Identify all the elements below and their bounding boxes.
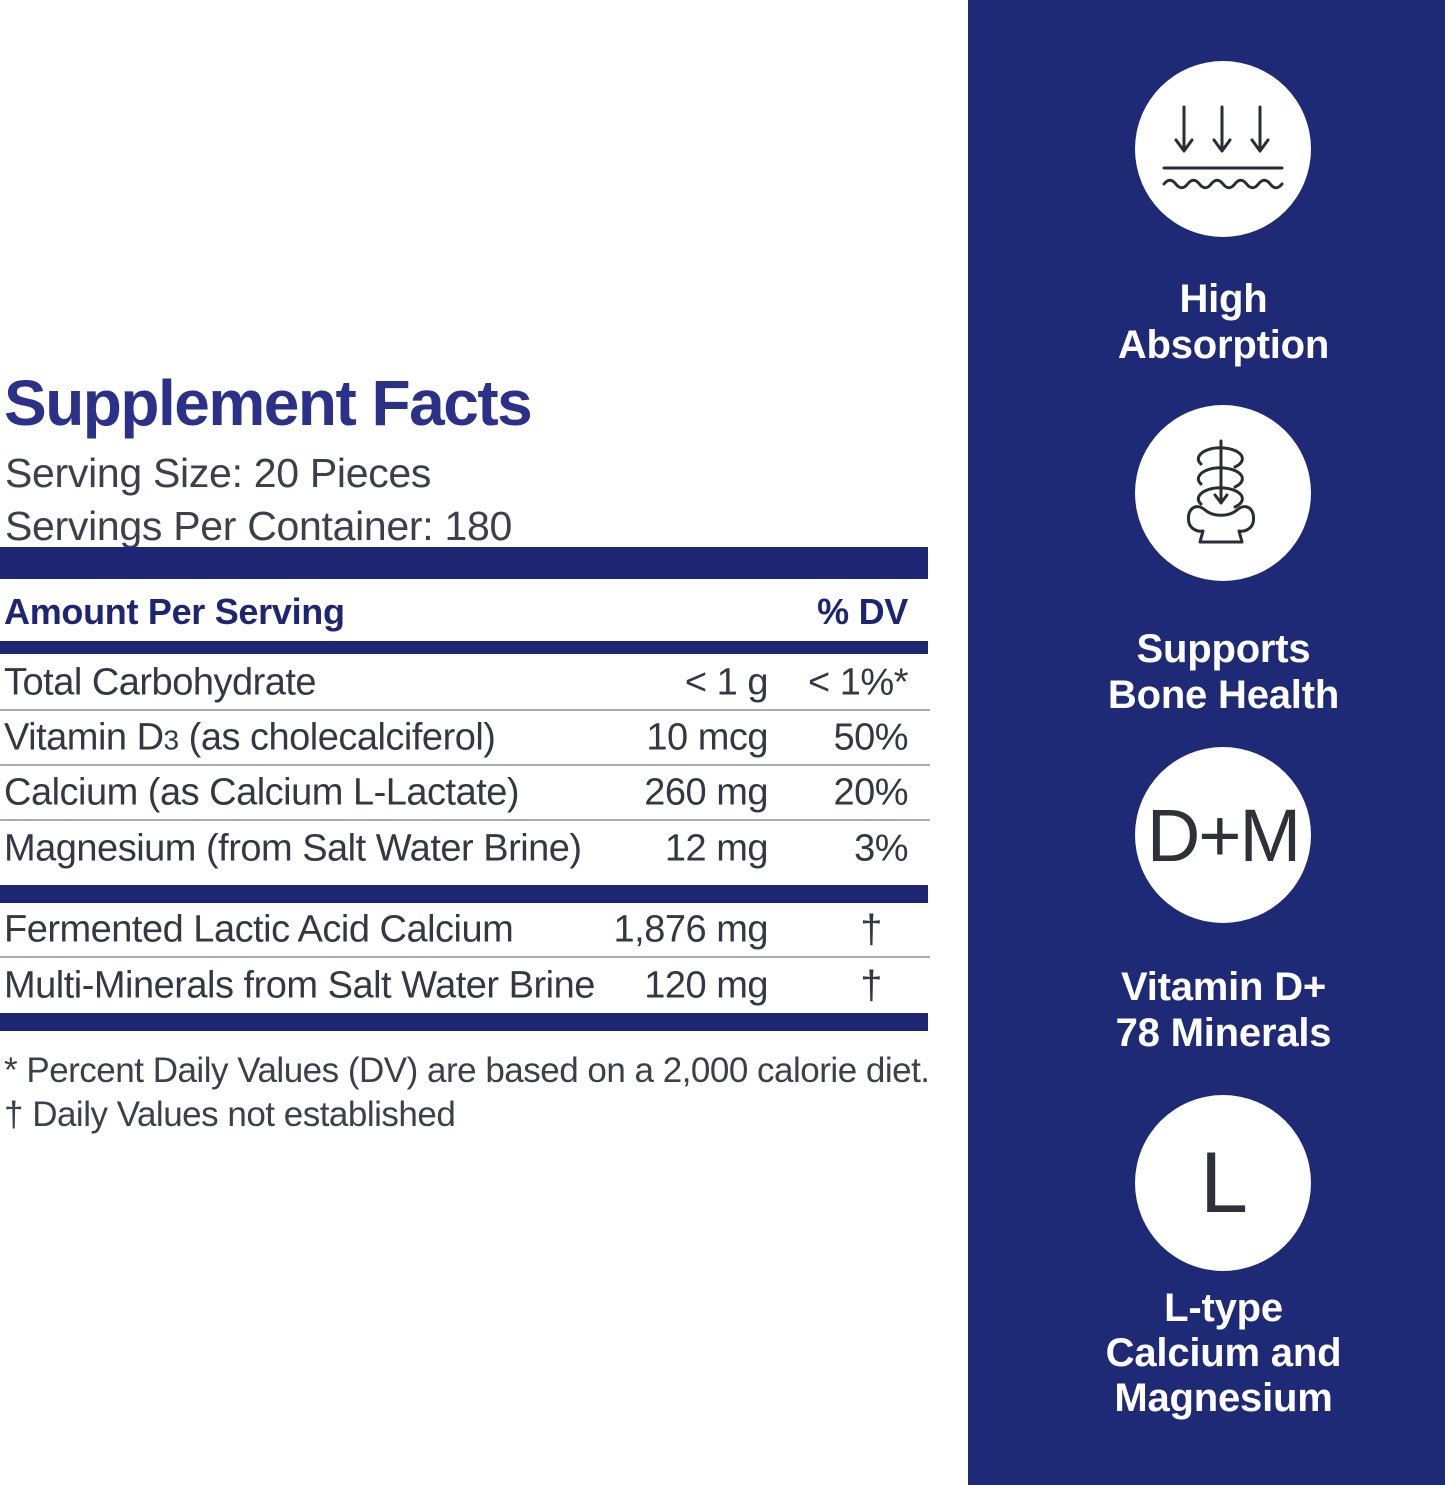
main-rows: Total Carbohydrate < 1 g < 1%* Vitamin D… xyxy=(0,656,930,876)
feature-label-line: Bone Health xyxy=(1107,673,1340,717)
row-amount: 260 mg xyxy=(644,771,768,813)
amount-per-serving-header: Amount Per Serving xyxy=(4,591,345,632)
table-row: Fermented Lactic Acid Calcium 1,876 mg † xyxy=(0,903,930,958)
feature-label: Supports Bone Health xyxy=(985,626,1445,718)
l-text-badge: L xyxy=(1200,1134,1248,1231)
table-row: Calcium (as Calcium L-Lactate) 260 mg 20… xyxy=(0,766,930,821)
feature-circle-high-absorption xyxy=(1135,61,1311,237)
spine-icon xyxy=(1186,439,1256,544)
proprietary-rows: Fermented Lactic Acid Calcium 1,876 mg †… xyxy=(0,903,930,1013)
page-title: Supplement Facts xyxy=(4,367,533,439)
row-name: Multi-Minerals from Salt Water Brine xyxy=(4,964,595,1006)
row-dv: < 1%* xyxy=(808,661,908,703)
feature-label-line: Absorption xyxy=(1117,323,1330,367)
row-dv: 20% xyxy=(833,771,908,813)
feature-label-line: 78 Minerals xyxy=(1115,1011,1332,1055)
feature-label-line: Magnesium xyxy=(1114,1376,1333,1420)
row-amount: 12 mg xyxy=(664,827,769,869)
feature-label-line: Vitamin D+ xyxy=(1120,965,1327,1009)
feature-label-line: L-type xyxy=(1164,1286,1283,1330)
feature-label: High Absorption xyxy=(985,276,1445,368)
column-header-row: Amount Per Serving % DV xyxy=(4,591,908,633)
table-row: Multi-Minerals from Salt Water Brine 120… xyxy=(0,958,930,1013)
percent-dv-header: % DV xyxy=(817,591,908,632)
feature-label-line: Calcium and xyxy=(1105,1331,1342,1375)
row-dv-dagger: † xyxy=(860,907,882,951)
table-row: Total Carbohydrate < 1 g < 1%* xyxy=(0,656,930,711)
feature-sidebar: High Absorption Supports Bone Health xyxy=(968,0,1445,1485)
separator-bar-header xyxy=(0,641,928,654)
feature-label: L-type Calcium and Magnesium xyxy=(985,1286,1445,1421)
feature-label: Vitamin D+ 78 Minerals xyxy=(985,964,1445,1056)
row-amount: 1,876 mg xyxy=(613,908,769,950)
row-name: Fermented Lactic Acid Calcium xyxy=(4,908,514,950)
footnote-percent-dv: * Percent Daily Values (DV) are based on… xyxy=(4,1051,930,1090)
nutrient-table: Total Carbohydrate < 1 g < 1%* Vitamin D… xyxy=(0,656,930,1137)
footnote-dagger: † Daily Values not established xyxy=(4,1095,456,1134)
dm-text-badge: D+M xyxy=(1146,793,1301,877)
row-dv: 3% xyxy=(854,827,908,869)
absorption-arrows-icon xyxy=(1162,105,1284,190)
row-name: Magnesium (from Salt Water Brine) xyxy=(4,827,582,869)
feature-circle-bone-health xyxy=(1135,405,1311,581)
footnotes: * Percent Daily Values (DV) are based on… xyxy=(0,1049,930,1137)
row-name-main: Vitamin D xyxy=(4,716,164,758)
table-row: Vitamin D3 (as cholecalciferol) 10 mcg 5… xyxy=(0,711,930,766)
feature-label-line: Supports xyxy=(1136,627,1311,671)
separator-bar-middle xyxy=(0,885,928,903)
row-name: Calcium (as Calcium L-Lactate) xyxy=(4,771,520,813)
feature-circle-vitamin-d-minerals: D+M xyxy=(1135,747,1311,923)
row-amount: 120 mg xyxy=(644,964,768,1006)
row-name: Vitamin D3 (as cholecalciferol) xyxy=(4,716,496,759)
row-dv-dagger: † xyxy=(860,963,882,1007)
feature-label-line: High xyxy=(1179,277,1268,321)
separator-bar-top xyxy=(0,547,928,579)
row-dv: 50% xyxy=(833,716,908,758)
supplement-facts-panel: Supplement Facts Serving Size: 20 Pieces… xyxy=(0,367,930,1137)
row-name-rest: (as cholecalciferol) xyxy=(178,716,496,758)
row-name: Total Carbohydrate xyxy=(4,661,317,703)
servings-per-container: Servings Per Container: 180 xyxy=(5,503,512,549)
separator-bar-bottom xyxy=(0,1013,928,1031)
row-name-subscript: 3 xyxy=(163,724,180,755)
table-row: Magnesium (from Salt Water Brine) 12 mg … xyxy=(0,821,930,876)
feature-circle-l-type: L xyxy=(1135,1095,1311,1271)
row-amount: 10 mcg xyxy=(646,716,768,758)
row-amount: < 1 g xyxy=(684,661,769,703)
feature-sidebar-inner: High Absorption Supports Bone Health xyxy=(985,0,1445,1485)
serving-size: Serving Size: 20 Pieces xyxy=(5,450,432,496)
